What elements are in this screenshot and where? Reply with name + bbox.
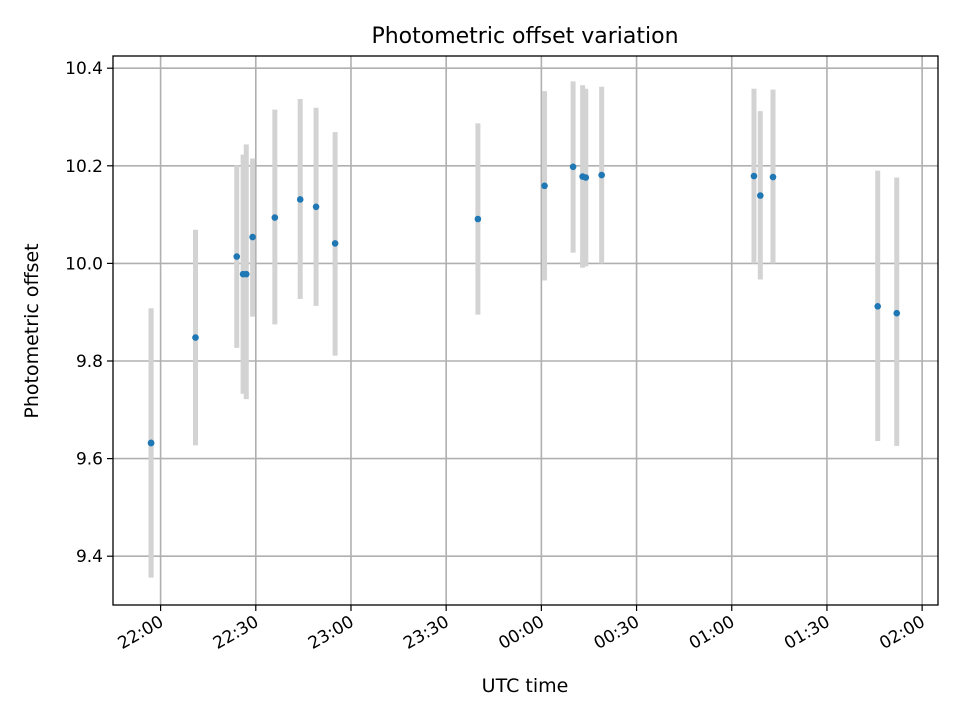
x-tick-label: 00:30 (591, 612, 643, 654)
chart-title: Photometric offset variation (371, 24, 678, 49)
y-tick-label: 9.6 (76, 450, 103, 470)
data-point (474, 215, 482, 223)
y-tick-label: 9.8 (76, 352, 103, 372)
x-tick-label: 01:00 (686, 612, 738, 654)
y-tick-label: 10.4 (65, 59, 103, 79)
data-point (249, 233, 256, 241)
data-point (569, 163, 577, 171)
data-point (242, 270, 250, 278)
x-tick-label: 22:30 (210, 612, 262, 654)
data-points (147, 163, 901, 447)
data-point (893, 309, 901, 317)
data-point (296, 196, 304, 203)
data-point (312, 203, 320, 211)
x-axis-label: UTC time (482, 675, 569, 697)
x-tick-label: 00:00 (495, 612, 547, 654)
data-point (757, 192, 764, 199)
error-bars (148, 81, 900, 578)
data-point (750, 172, 758, 180)
axes-frame (112, 55, 939, 606)
data-point (769, 173, 777, 181)
x-tick-label: 22:00 (115, 612, 167, 654)
data-point (582, 174, 590, 181)
x-tick-label: 23:30 (400, 612, 452, 654)
x-tick-label: 02:00 (876, 612, 928, 654)
x-tick-label: 01:30 (781, 612, 833, 654)
data-point (331, 240, 339, 247)
data-point (874, 303, 882, 310)
y-tick-label: 9.4 (76, 547, 103, 567)
y-tick-label: 10.2 (65, 157, 103, 177)
data-point (598, 171, 605, 179)
y-tick-label: 10.0 (65, 254, 103, 274)
data-point (541, 182, 548, 190)
grid (113, 56, 938, 605)
data-point (192, 334, 199, 341)
data-point (233, 253, 241, 260)
x-tick-label: 23:00 (305, 612, 357, 654)
data-point (271, 214, 279, 221)
data-point (147, 439, 155, 447)
y-axis-label: Photometric offset (21, 243, 43, 418)
